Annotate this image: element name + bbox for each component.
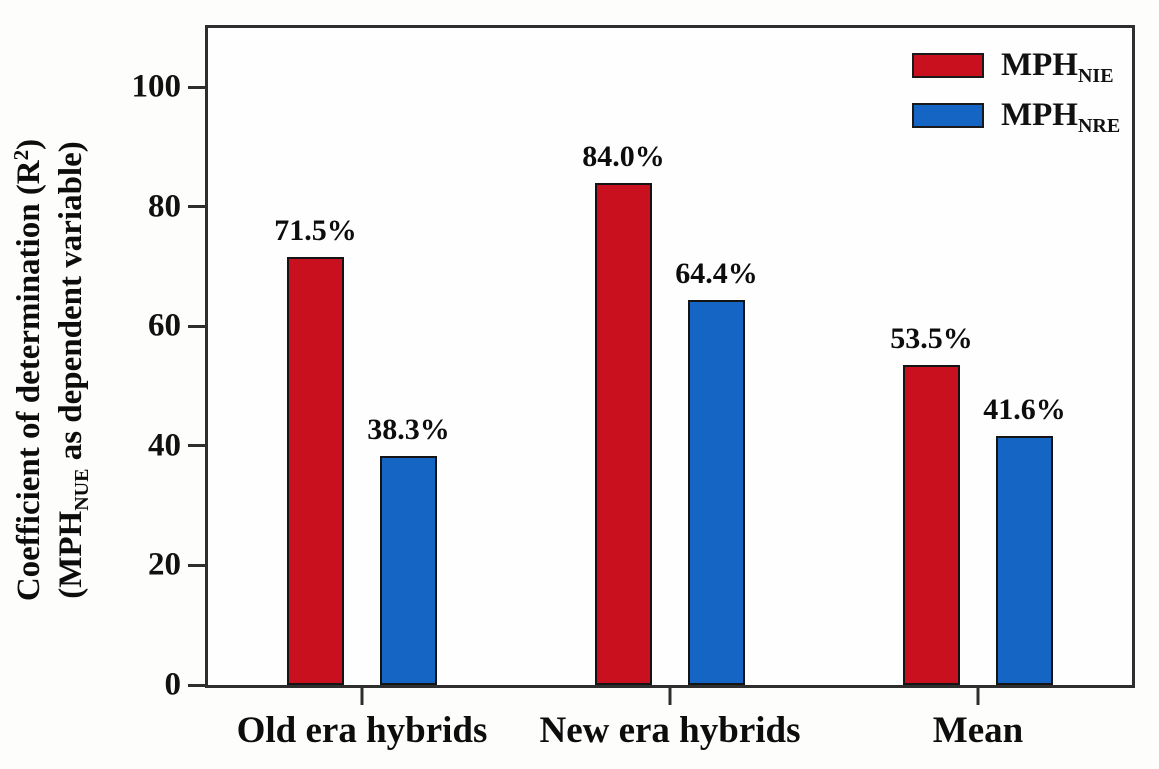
x-tick-mark-mean — [976, 688, 980, 705]
y-tick-mark-100 — [188, 85, 205, 89]
y-tick-label-80: 80 — [148, 188, 181, 225]
bar-value-label-mph-nie-mean: 53.5% — [890, 322, 973, 356]
bar-mph-nre-mean — [996, 436, 1053, 685]
y-axis-title: Coefficient of determination (R2) (MPHNU… — [8, 40, 94, 700]
bar-value-label-mph-nre-old-era-hybrids: 38.3% — [367, 412, 450, 446]
bar-value-label-mph-nre-new-era-hybrids: 64.4% — [675, 256, 758, 290]
legend-label-mph-nie: MPHNIE — [1001, 46, 1114, 87]
y-tick-mark-0 — [188, 683, 205, 687]
bar-value-label-mph-nie-new-era-hybrids: 84.0% — [582, 139, 665, 173]
x-axis-label-old-era-hybrids: Old era hybrids — [236, 710, 488, 751]
bar-mph-nie-mean — [903, 365, 960, 685]
x-axis-label-mean: Mean — [932, 710, 1024, 751]
bar-value-label-mph-nie-old-era-hybrids: 71.5% — [274, 214, 357, 248]
nie-subscript: NIE — [1077, 64, 1114, 87]
y-axis-title-line2: (MPHNUE as dependent variable) — [53, 141, 93, 599]
bar-mph-nre-new-era-hybrids — [688, 299, 745, 685]
y-tick-mark-80 — [188, 205, 205, 209]
legend-row-mph-nie: MPHNIE — [912, 46, 1120, 87]
nre-subscript: NRE — [1077, 114, 1121, 137]
legend: MPHNIE MPHNRE — [912, 48, 1120, 148]
y-tick-mark-60 — [188, 324, 205, 328]
legend-row-mph-nre: MPHNRE — [912, 96, 1121, 137]
r-squared-superscript: 2 — [9, 149, 33, 161]
y-tick-label-0: 0 — [164, 666, 182, 703]
plot-inner: 0 20 40 60 80 100 Old era hybrids 71.5% 38.3% New… — [132, 28, 1132, 752]
y-tick-mark-40 — [188, 444, 205, 448]
y-tick-mark-20 — [188, 563, 205, 567]
legend-label-mph-nre: MPHNRE — [1001, 96, 1121, 137]
legend-swatch-blue — [912, 102, 984, 128]
y-axis-title-line1: Coefficient of determination (R2) — [9, 138, 47, 602]
x-tick-mark-new-era-hybrids — [668, 688, 672, 705]
x-axis-label-new-era-hybrids: New era hybrids — [539, 710, 801, 751]
y-tick-label-60: 60 — [148, 307, 181, 344]
y-tick-label-20: 20 — [148, 546, 181, 583]
nue-subscript: NUE — [71, 468, 93, 511]
y-tick-label-40: 40 — [148, 427, 181, 464]
bar-mph-nie-new-era-hybrids — [595, 182, 652, 685]
plot-area: 0 20 40 60 80 100 Old era hybrids 71.5% 38.3% New… — [132, 25, 1135, 752]
y-tick-label-100: 100 — [131, 68, 182, 105]
legend-swatch-red — [912, 52, 984, 78]
bar-mph-nre-old-era-hybrids — [380, 455, 437, 685]
bar-value-label-mph-nre-mean: 41.6% — [983, 393, 1066, 427]
x-tick-mark-old-era-hybrids — [360, 688, 364, 705]
bar-mph-nie-old-era-hybrids — [287, 257, 344, 685]
